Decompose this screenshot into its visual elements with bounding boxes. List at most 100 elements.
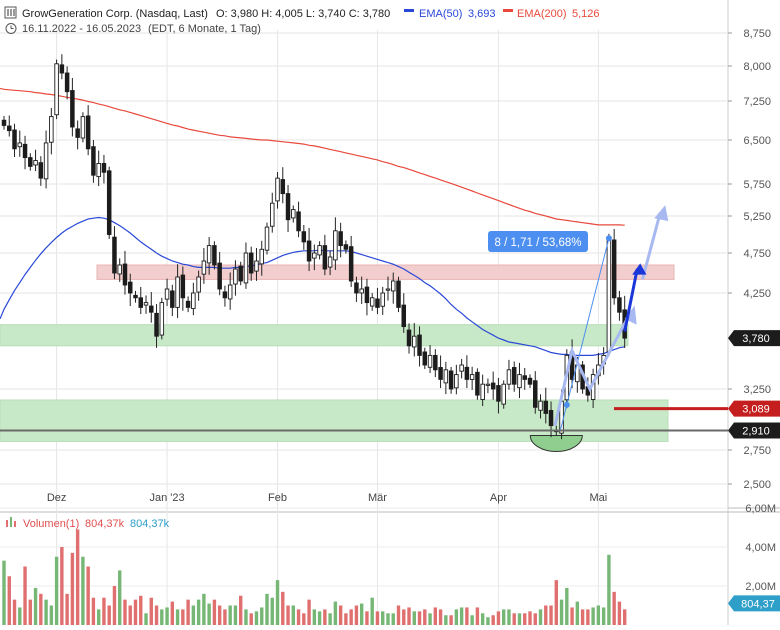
measure-point — [605, 235, 612, 242]
candle-body — [369, 297, 375, 307]
candle-body — [480, 383, 485, 400]
volume-bar — [49, 605, 54, 625]
volume-value-secondary: 804,37k — [130, 518, 170, 530]
candle-body — [212, 245, 217, 266]
volume-label: Volumen(1) — [23, 518, 79, 530]
candle-body — [459, 364, 464, 372]
volume-bar — [281, 591, 285, 625]
volume-bar — [601, 607, 606, 625]
price-tick-label: 7,250 — [743, 96, 771, 108]
candle-body — [43, 142, 49, 180]
candle-body — [7, 125, 12, 132]
volume-bar — [296, 609, 301, 625]
candle-body — [506, 369, 512, 385]
volume-bar — [612, 591, 616, 625]
volume-bar — [386, 613, 390, 625]
candle-body — [548, 410, 554, 427]
volume-bar — [444, 615, 448, 625]
candle-body — [511, 367, 517, 385]
volume-bar — [417, 611, 422, 625]
date-range-note: (EDT, 6 Monate, 1 Tag) — [148, 23, 261, 35]
volume-bar — [18, 607, 22, 625]
volume-bar — [459, 607, 464, 625]
ema50-legend-value: 3,693 — [468, 8, 496, 20]
ema50-layer — [0, 216, 625, 356]
candle-body — [143, 302, 149, 306]
volume-bar — [402, 609, 406, 625]
volume-bar — [70, 552, 75, 625]
candle-body — [243, 252, 249, 284]
candle-body — [475, 371, 480, 396]
volume-bar — [338, 605, 343, 625]
volume-bar — [207, 603, 211, 625]
ema200-legend-swatch — [503, 9, 513, 12]
volume-tick-label: 4,00M — [745, 542, 776, 554]
measure-line — [559, 238, 610, 431]
volume-bar — [344, 613, 348, 625]
volume-bar — [523, 613, 527, 625]
candle-body — [164, 288, 170, 300]
volume-bar — [480, 613, 485, 625]
volume-bar — [128, 605, 132, 625]
volume-bar — [433, 607, 438, 625]
volume-bar — [349, 609, 353, 625]
volume-bar — [533, 613, 537, 625]
volume-bar — [7, 576, 11, 625]
volume-icon-bar — [6, 520, 8, 527]
price-marker-label-red: 3,089 — [742, 404, 770, 416]
candle-body — [170, 290, 175, 308]
price-marker-last — [728, 330, 780, 347]
volume-bar — [217, 605, 222, 625]
price-marker-grey — [728, 422, 780, 439]
volume-bar — [486, 617, 490, 625]
volume-bar — [438, 609, 443, 625]
volume-marker — [728, 595, 780, 612]
volume-bar — [307, 599, 311, 625]
volume-bar — [2, 560, 6, 625]
candle-body — [59, 64, 65, 74]
volume-bar — [239, 595, 243, 625]
candle-body — [611, 239, 617, 299]
candles-layer — [1, 54, 627, 440]
volume-bar — [33, 587, 38, 625]
volume-tick-label: 2,00M — [745, 581, 776, 593]
volume-tick-label: 6,00M — [745, 503, 776, 515]
ema200-legend-value: 5,126 — [572, 8, 600, 20]
candle-body — [17, 142, 23, 148]
volume-bar — [586, 609, 590, 625]
volume-bar — [323, 609, 327, 625]
candle-body — [306, 240, 312, 262]
volume-bar — [123, 599, 127, 625]
volume-bar — [538, 609, 543, 625]
volume-bar — [502, 609, 506, 625]
candle-body — [149, 305, 154, 313]
candle-body — [280, 179, 286, 195]
volume-header: Volumen(1) 804,37k 804,37k — [6, 517, 170, 530]
instrument-title: GrowGeneration Corp. (Nasdaq, Last) — [22, 8, 208, 20]
price-tick-label: 2,500 — [743, 479, 771, 491]
candle-body — [112, 236, 117, 274]
candle-body — [406, 329, 412, 347]
candle-body — [222, 291, 228, 299]
candle-body — [191, 292, 196, 310]
volume-bar — [302, 613, 306, 625]
volume-bar — [175, 609, 180, 625]
volume-bar — [591, 607, 595, 625]
candle-body — [606, 237, 612, 353]
volume-bar — [396, 605, 401, 625]
volume-bar — [75, 529, 80, 625]
volume-bar — [454, 609, 459, 625]
volume-bar — [223, 609, 227, 625]
volume-value: 804,37k — [85, 518, 125, 530]
candle-body — [469, 374, 475, 380]
candle-body — [496, 385, 501, 402]
projection-path-dark — [623, 268, 639, 332]
volume-bar — [391, 613, 395, 625]
candle-body — [248, 252, 254, 274]
price-tick-label: 2,750 — [743, 445, 771, 457]
projection-arrow-head-light-top — [654, 205, 669, 222]
candle-body — [527, 377, 533, 385]
volume-bar — [275, 580, 280, 625]
volume-bar — [465, 607, 469, 625]
